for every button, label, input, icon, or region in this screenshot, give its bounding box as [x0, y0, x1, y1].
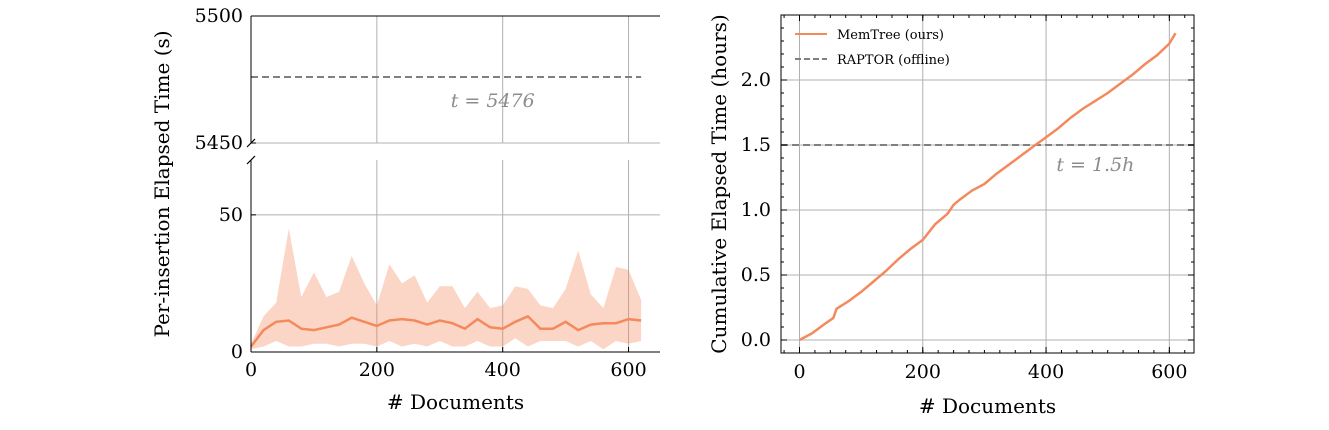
left-series-band — [251, 228, 642, 350]
legend-raptor-label: RAPTOR (offline) — [837, 53, 950, 68]
right-ytick-label-0: 0.0 — [741, 329, 771, 351]
left-xtick-label-1: 200 — [359, 359, 395, 381]
right-ytick-label-4: 2.0 — [741, 69, 771, 91]
left-y-axis-label: Per-insertion Elapsed Time (s) — [150, 30, 174, 337]
left-xtick-label-2: 400 — [485, 359, 521, 381]
right-x-axis-label: # Documents — [919, 394, 1056, 418]
left-x-axis-label: # Documents — [387, 390, 524, 414]
right-ytick-label-2: 1.0 — [741, 199, 771, 221]
right-xtick-label-0: 0 — [793, 361, 805, 383]
right-xtick-label-1: 200 — [905, 361, 941, 383]
legend-memtree-label: MemTree (ours) — [837, 28, 944, 43]
left-series-line — [250, 314, 642, 348]
right-y-axis-label: Cumulative Elapsed Time (hours) — [707, 14, 731, 353]
left-reference-label: t = 5476 — [451, 90, 535, 112]
right-reference-label: t = 1.5h — [1056, 154, 1134, 176]
left-lower-ytick-label-1: 50 — [219, 204, 243, 226]
left-break-mark-lower — [246, 155, 256, 165]
right-ytick-label-3: 1.5 — [741, 134, 771, 156]
right-xtick-label-2: 400 — [1028, 361, 1064, 383]
left-lower-ytick-label-0: 0 — [231, 341, 243, 363]
right-xtick-label-3: 600 — [1151, 361, 1187, 383]
left-upper-ytick-label-0: 5450 — [195, 132, 243, 154]
left-xtick-label-0: 0 — [245, 359, 257, 381]
left-xtick-label-3: 600 — [610, 359, 646, 381]
right-ytick-label-1: 0.5 — [741, 264, 771, 286]
right-series-memtree-line — [798, 32, 1177, 342]
left-upper-ytick-label-1: 5500 — [195, 5, 243, 27]
